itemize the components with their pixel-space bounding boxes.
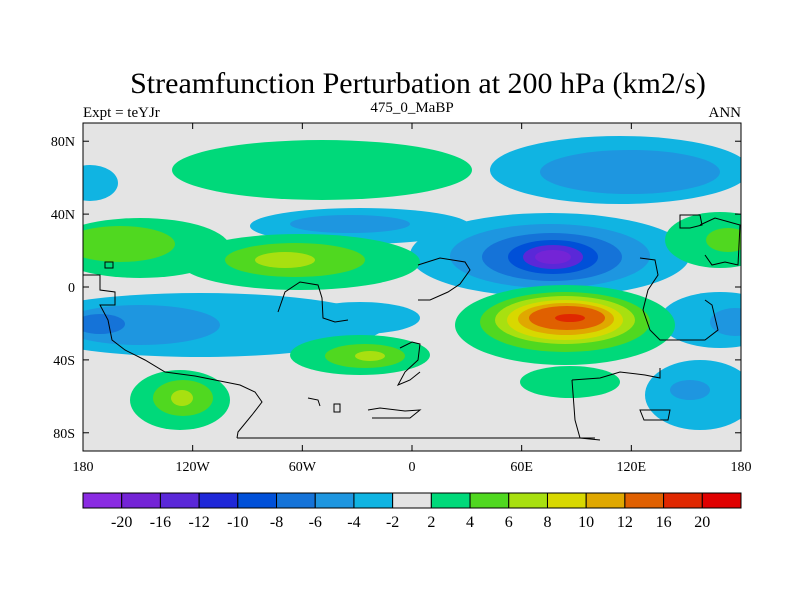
y-tick-label: 40N (51, 208, 75, 223)
x-tick-label: 180 (731, 460, 752, 475)
colorbar-swatch (701, 492, 742, 509)
colorbar-swatch (276, 492, 316, 509)
colorbar-label: 2 (427, 514, 435, 531)
feature-north-pacific-positive (172, 140, 472, 200)
colorbar-swatch (82, 492, 123, 509)
left-label: Expt = teYJr (83, 105, 160, 121)
colorbar: -20 -16 -12 -10 -8 -6 -4 -2 2 4 6 8 10 12 16 20 (82, 492, 742, 531)
colorbar-label: -6 (309, 514, 322, 531)
colorbar-swatch (159, 492, 200, 509)
colorbar-label: -8 (270, 514, 283, 531)
colorbar-swatch (353, 492, 394, 509)
x-tick-label: 120E (617, 460, 647, 475)
feature-asia-negative (410, 213, 690, 297)
colorbar-label: 4 (466, 514, 474, 531)
colorbar-label: 16 (656, 514, 672, 531)
feature-south-pacific-negative (83, 292, 741, 357)
colorbar-swatch (121, 492, 161, 509)
right-label: ANN (709, 105, 742, 121)
colorbar-label: -4 (347, 514, 360, 531)
x-axis: 180 120W 60W 0 60E 120E 180 (73, 123, 752, 475)
colorbar-label: 6 (505, 514, 513, 531)
colorbar-swatch (624, 492, 665, 509)
x-tick-label: 180 (73, 460, 94, 475)
colorbar-label: 12 (617, 514, 633, 531)
y-axis: 80N 40N 0 40S 80S (51, 135, 741, 442)
colorbar-label: -2 (386, 514, 399, 531)
colorbar-swatch (198, 492, 239, 509)
x-tick-label: 0 (409, 460, 416, 475)
feature-tropical-north-positive (83, 212, 741, 290)
colorbar-swatch (585, 492, 626, 509)
colorbar-label: 10 (578, 514, 594, 531)
colorbar-label: -20 (111, 514, 132, 531)
feature-south-atlantic-positive (290, 335, 430, 375)
y-tick-label: 40S (53, 354, 75, 369)
feature-north-atlantic-negative (83, 136, 741, 204)
colorbar-swatch (663, 492, 703, 509)
colorbar-swatch (237, 492, 278, 509)
colorbar-label: -12 (188, 514, 209, 531)
colorbar-swatch (469, 492, 510, 509)
colorbar-swatch (546, 492, 587, 509)
coastlines (83, 214, 741, 441)
y-tick-label: 80N (51, 135, 75, 150)
y-tick-label: 80S (53, 427, 75, 442)
feature-southern-positive-max (455, 285, 675, 365)
x-tick-label: 120W (176, 460, 211, 475)
y-tick-label: 0 (68, 281, 75, 296)
chart-title: Streamfunction Perturbation at 200 hPa (… (130, 67, 706, 100)
colorbar-swatch (508, 492, 548, 509)
colorbar-swatch (314, 492, 355, 509)
contour-field (83, 136, 741, 441)
colorbar-swatch (430, 492, 471, 509)
x-tick-label: 60E (510, 460, 533, 475)
x-tick-label: 60W (289, 460, 317, 475)
colorbar-label: -10 (227, 514, 248, 531)
colorbar-label: 8 (543, 514, 551, 531)
colorbar-label: 20 (694, 514, 710, 531)
colorbar-label: -16 (150, 514, 171, 531)
center-label: 475_0_MaBP (370, 100, 453, 116)
colorbar-swatch (392, 492, 432, 509)
